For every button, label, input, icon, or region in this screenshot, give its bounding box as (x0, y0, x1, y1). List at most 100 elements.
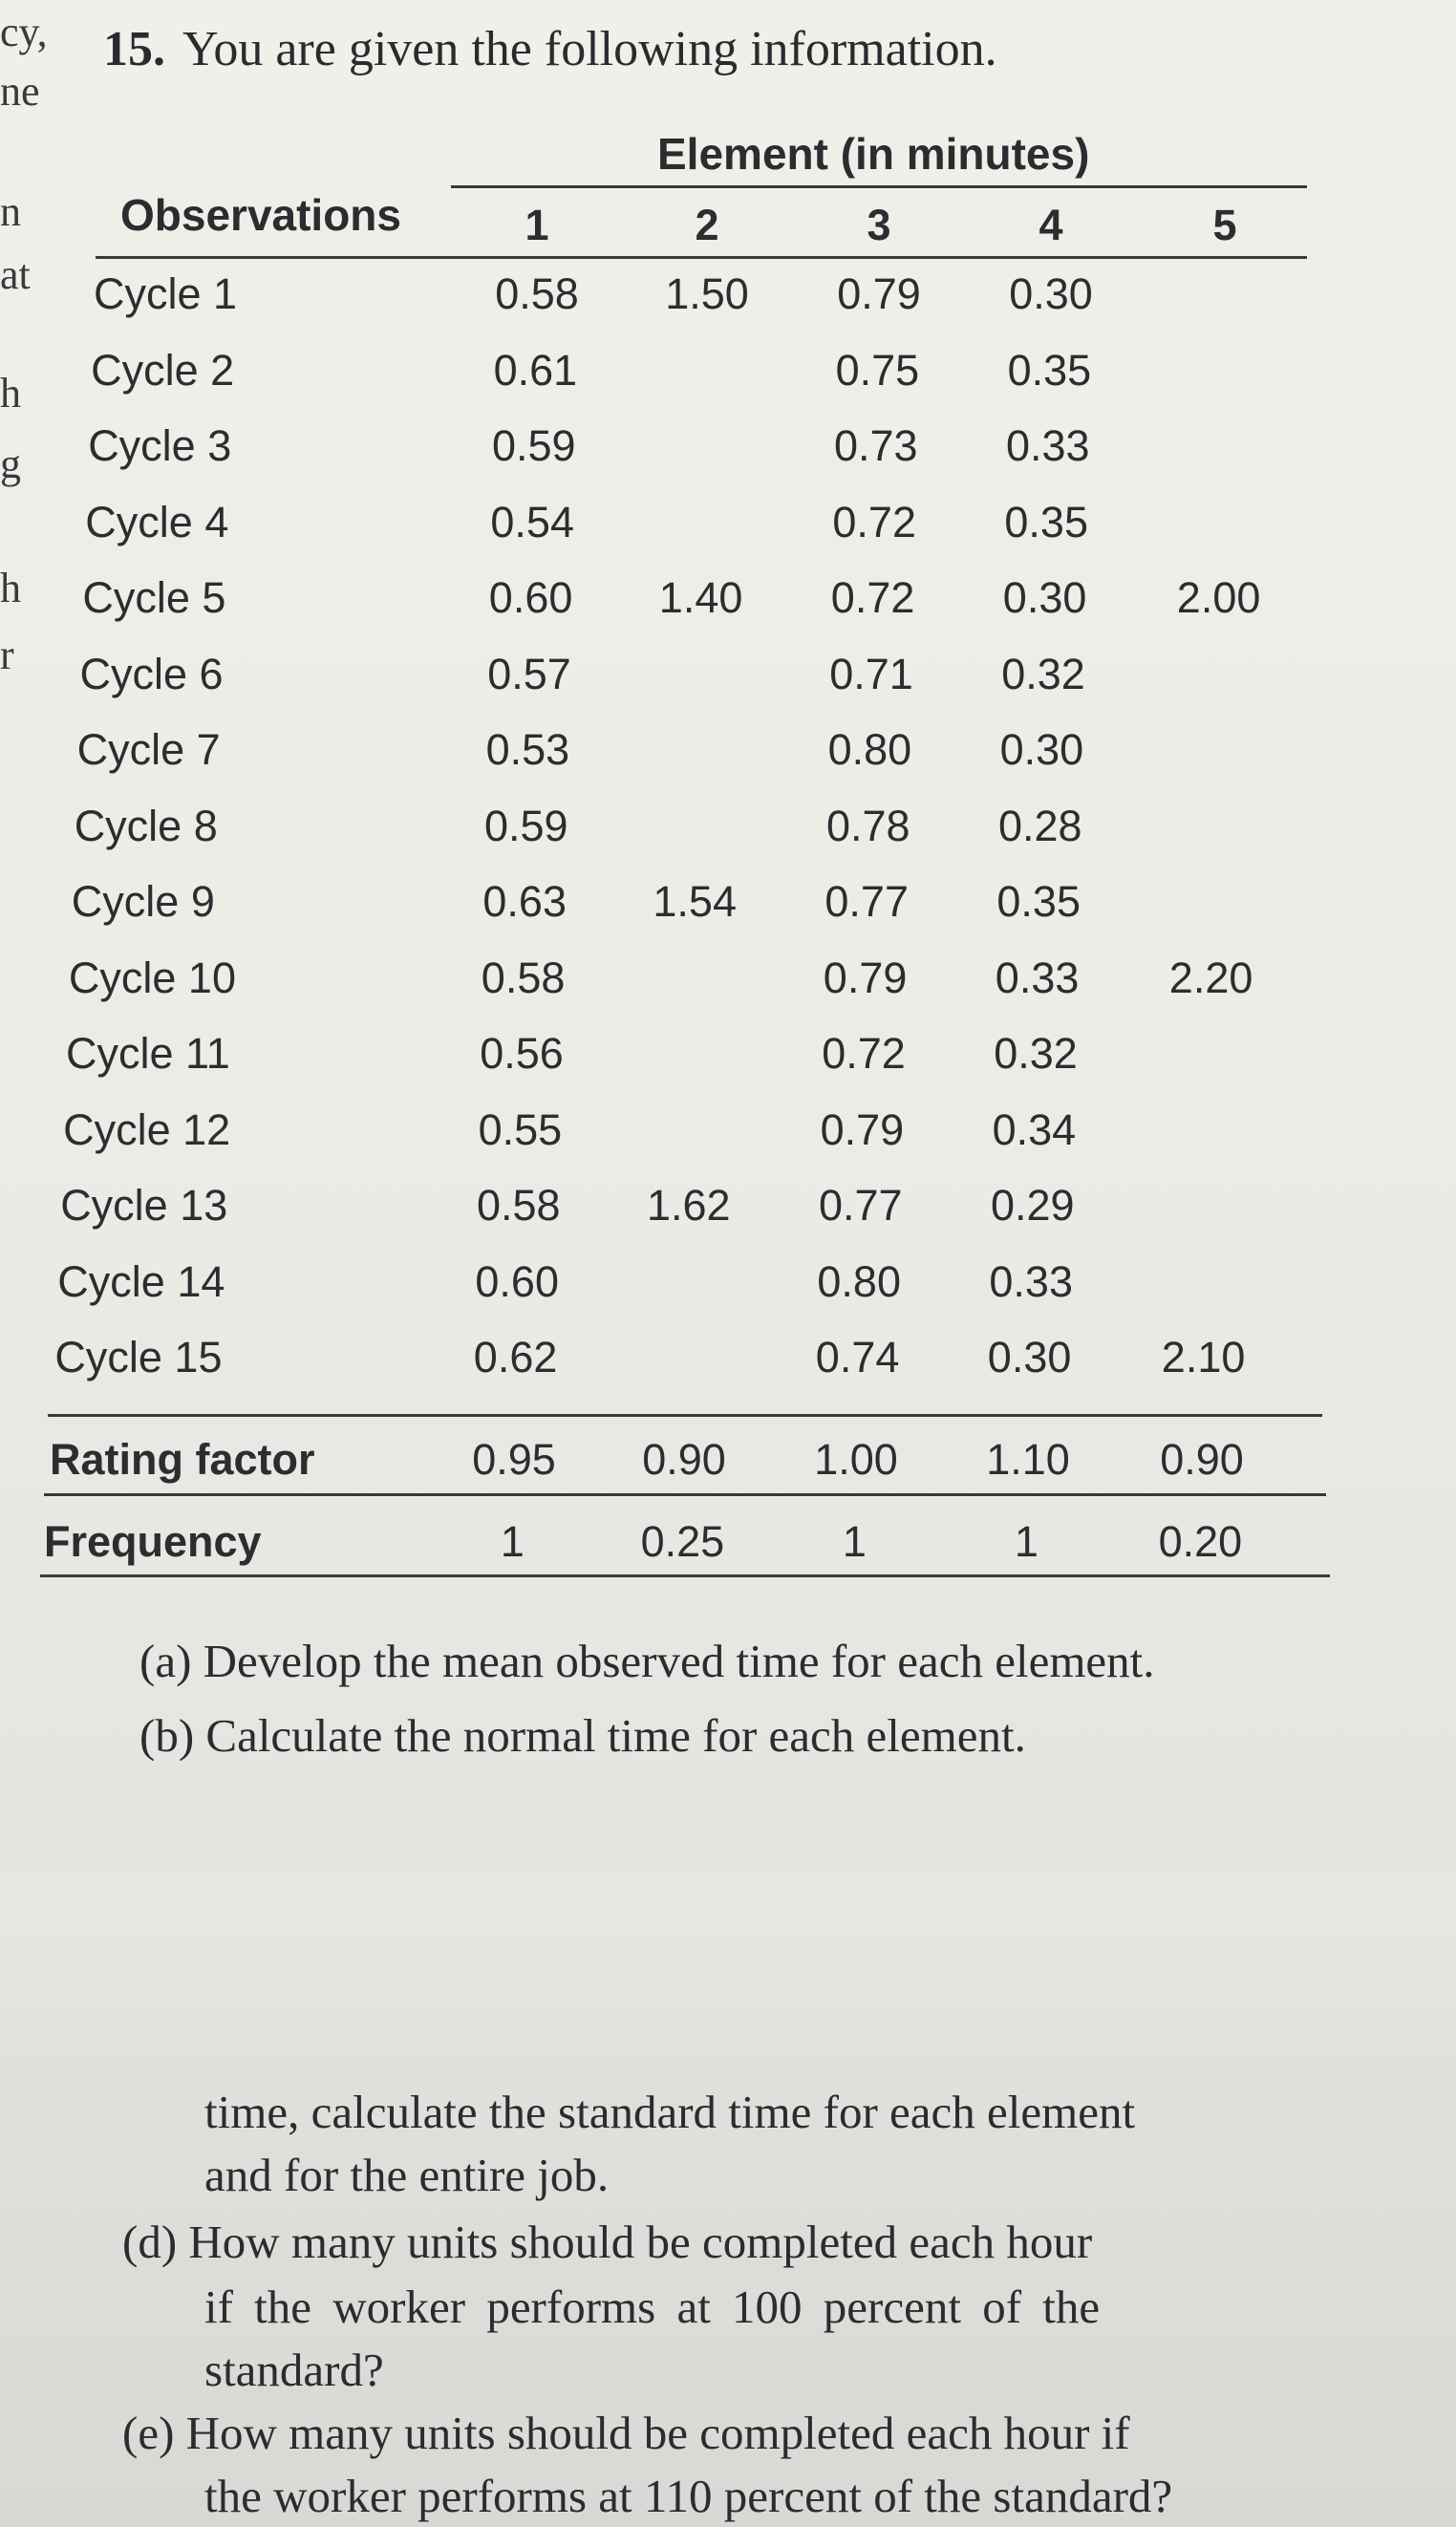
cycle-3-element-1-value: 0.59 (492, 421, 576, 470)
question-c-line-2: and for the entire job. (204, 2149, 610, 2201)
element-group-header: Element (in minutes) (657, 129, 1090, 179)
cycle-1-element-1-value: 0.58 (495, 269, 579, 318)
cycle-12-label: Cycle 12 (63, 1104, 231, 1154)
question-b: (b) Calculate the normal time for each e… (139, 1709, 1026, 1762)
cycle-12-element-4-value: 0.34 (992, 1104, 1077, 1154)
cycle-10-label: Cycle 10 (68, 953, 236, 1002)
cycle-13-element-4-value: 0.29 (991, 1181, 1075, 1230)
cycle-7-element-3-value: 0.80 (827, 725, 912, 774)
rating-factor-label: Rating factor (50, 1435, 315, 1484)
cycle-15-element-5-value: 2.10 (1161, 1333, 1246, 1381)
cycle-9-element-3-value: 0.77 (824, 877, 909, 926)
cycle-13-element-3-value: 0.77 (819, 1181, 903, 1230)
rating-factor-element-3-value: 1.00 (814, 1435, 898, 1484)
problem-text: You are given the following information. (182, 22, 997, 76)
cycle-9-element-4-value: 0.35 (996, 877, 1081, 926)
question-e-line-1: (e) How many units should be completed e… (122, 2407, 1130, 2459)
cycle-15-element-4-value: 0.30 (987, 1333, 1072, 1381)
cycle-10-element-1-value: 0.58 (481, 953, 566, 1002)
cycle-3-element-3-value: 0.73 (834, 421, 918, 470)
cycle-13-element-1-value: 0.58 (477, 1181, 561, 1230)
margin-fragment: r (0, 632, 14, 678)
cycle-9-element-1-value: 0.63 (482, 877, 567, 926)
observations-header: Observations (120, 190, 401, 240)
cycle-7-element-1-value: 0.53 (485, 725, 570, 774)
cycle-7-label: Cycle 7 (76, 725, 221, 774)
cycle-12-element-3-value: 0.79 (820, 1104, 905, 1154)
problem-number: 15. (103, 22, 165, 76)
cycle-8-label: Cycle 8 (74, 801, 218, 850)
cycle-1-element-4-value: 0.30 (1009, 269, 1093, 318)
margin-fragment: at (0, 251, 31, 298)
frequency-element-4-value: 1 (1014, 1517, 1038, 1566)
margin-fragment: cy, (0, 9, 48, 55)
cycle-10-element-4-value: 0.33 (995, 953, 1080, 1002)
cycle-5-label: Cycle 5 (82, 573, 226, 622)
cycle-14-label: Cycle 14 (57, 1256, 225, 1306)
cycle-2-label: Cycle 2 (91, 345, 235, 395)
cycle-4-element-4-value: 0.35 (1004, 497, 1088, 546)
margin-fragment: g (0, 440, 21, 487)
cycle-9-label: Cycle 9 (71, 877, 215, 926)
cycle-9-element-2-value: 1.54 (653, 877, 737, 926)
question-d-line-3: standard? (204, 2344, 384, 2396)
cycle-11-element-4-value: 0.32 (994, 1029, 1078, 1078)
group-header-rule (451, 185, 1307, 188)
cycle-15-label: Cycle 15 (54, 1333, 223, 1381)
cycle-10-element-5-value: 2.20 (1168, 953, 1253, 1002)
cycle-7-element-4-value: 0.30 (999, 725, 1084, 774)
cycle-6-element-1-value: 0.57 (487, 649, 571, 698)
margin-fragment: ne (0, 68, 40, 115)
frequency-element-2-value: 0.25 (640, 1517, 725, 1566)
margin-fragment: h (0, 370, 21, 417)
summary-middle-rule (44, 1493, 1326, 1496)
cycle-6-element-4-value: 0.32 (1001, 649, 1085, 698)
cycle-3-label: Cycle 3 (88, 421, 232, 470)
rating-factor-element-4-value: 1.10 (986, 1435, 1070, 1484)
cycle-1-label: Cycle 1 (94, 269, 238, 318)
problem-heading: 15. You are given the following informati… (103, 21, 997, 77)
cycle-14-element-4-value: 0.33 (989, 1256, 1073, 1306)
table-bottom-rule (40, 1574, 1330, 1577)
cycle-13-element-2-value: 1.62 (647, 1181, 731, 1230)
cycle-5-element-5-value: 2.00 (1176, 573, 1261, 622)
cycle-13-label: Cycle 13 (60, 1181, 228, 1230)
question-c-line-1: time, calculate the standard time for ea… (204, 2086, 1136, 2138)
question-e-line-2: the worker performs at 110 percent of th… (204, 2470, 1173, 2522)
cycle-14-element-1-value: 0.60 (475, 1256, 559, 1306)
margin-fragment: n (0, 188, 21, 235)
element-header-4: 4 (1038, 201, 1063, 249)
cycle-5-element-4-value: 0.30 (1002, 573, 1087, 622)
cycle-8-element-1-value: 0.59 (484, 801, 568, 850)
rating-factor-element-5-value: 0.90 (1160, 1435, 1244, 1484)
cycle-1-element-3-value: 0.79 (837, 269, 921, 318)
question-a: (a) Develop the mean observed time for e… (139, 1635, 1155, 1687)
rating-factor-element-1-value: 0.95 (472, 1435, 556, 1484)
frequency-element-1-value: 1 (500, 1517, 525, 1566)
cycle-4-element-1-value: 0.54 (490, 497, 574, 546)
cycle-15-element-1-value: 0.62 (473, 1333, 558, 1381)
cycle-2-element-1-value: 0.61 (493, 345, 578, 395)
question-d-line-2: if the worker performs at 100 percent of… (204, 2281, 1101, 2333)
cycle-11-element-1-value: 0.56 (480, 1029, 564, 1078)
cycle-5-element-2-value: 1.40 (658, 573, 743, 622)
element-header-2: 2 (695, 201, 719, 249)
cycle-8-element-3-value: 0.78 (826, 801, 910, 850)
cycle-2-element-3-value: 0.75 (835, 345, 920, 395)
cycle-11-element-3-value: 0.72 (822, 1029, 906, 1078)
cropped-gap (0, 1873, 1456, 2054)
header-bottom-rule (96, 256, 1307, 259)
cycle-1-element-2-value: 1.50 (665, 269, 749, 318)
question-d-line-1: (d) How many units should be completed e… (122, 2216, 1093, 2268)
frequency-element-5-value: 0.20 (1158, 1517, 1243, 1566)
frequency-label: Frequency (44, 1517, 262, 1566)
cycle-6-element-3-value: 0.71 (829, 649, 913, 698)
rating-factor-element-2-value: 0.90 (642, 1435, 726, 1484)
cycle-2-element-4-value: 0.35 (1007, 345, 1092, 395)
cycle-8-element-4-value: 0.28 (998, 801, 1082, 850)
cycle-15-element-3-value: 0.74 (815, 1333, 900, 1381)
margin-fragment: h (0, 565, 21, 611)
cycle-6-label: Cycle 6 (79, 649, 224, 698)
element-header-1: 1 (525, 201, 549, 249)
cycle-10-element-3-value: 0.79 (823, 953, 908, 1002)
